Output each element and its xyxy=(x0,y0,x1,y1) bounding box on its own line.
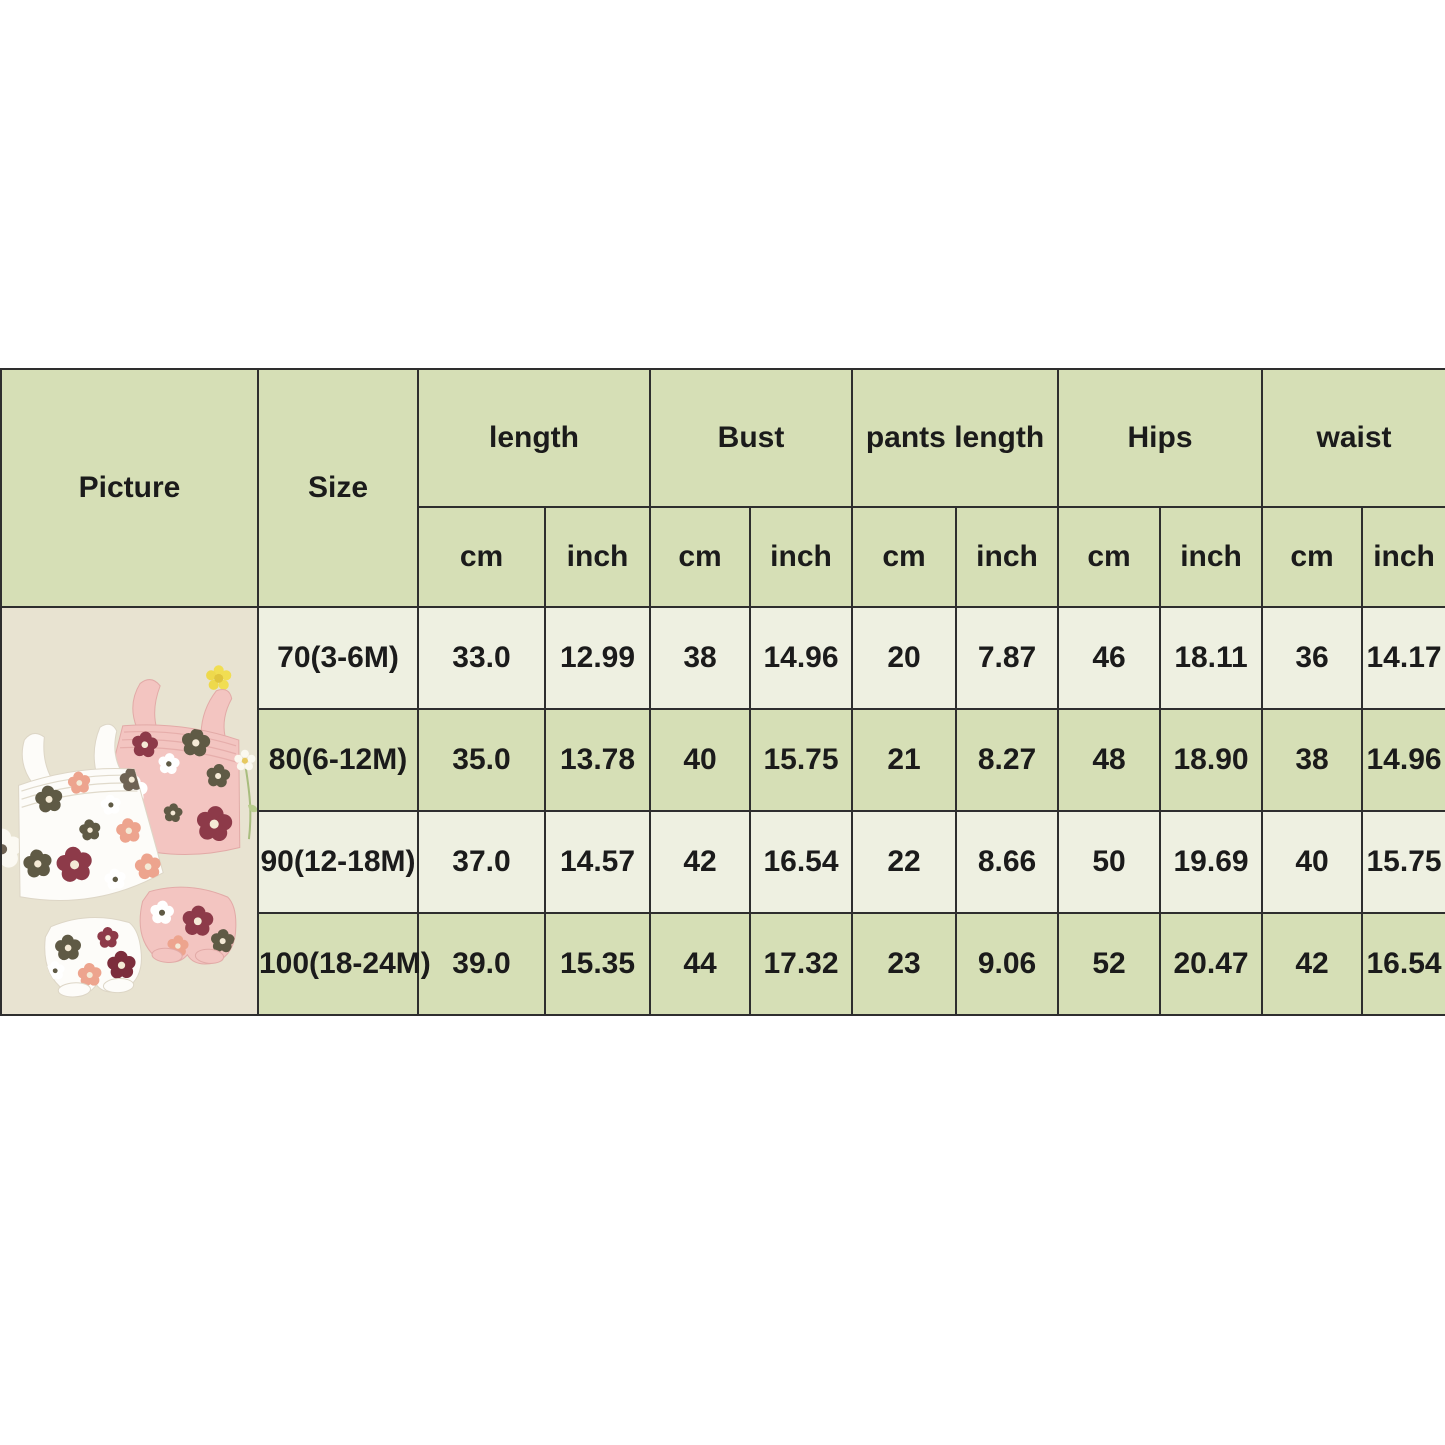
value-bust-cm: 38 xyxy=(649,606,751,710)
value-bust-cm: 44 xyxy=(649,912,751,1016)
value-pants-inch: 8.27 xyxy=(955,708,1060,812)
group-header-bust: Bust xyxy=(648,368,854,508)
value-pants-inch: 7.87 xyxy=(955,606,1060,710)
unit-header-inch: inch xyxy=(955,506,1060,608)
value-hips-cm: 50 xyxy=(1057,810,1162,914)
value-length-cm: 39.0 xyxy=(417,912,546,1016)
unit-header-inch: inch xyxy=(1361,506,1445,608)
value-bust-inch: 15.75 xyxy=(748,708,854,812)
value-bust-cm: 40 xyxy=(649,708,751,812)
unit-header-cm: cm xyxy=(1057,506,1162,608)
size-chart: Picture Size length Bust pants length Hi… xyxy=(0,368,1445,1016)
size-cell: 100(18-24M) xyxy=(257,912,431,1016)
yellow-flower-icon xyxy=(206,665,232,690)
table-row: 70(3-6M) 33.0 12.99 38 14.96 20 7.87 46 … xyxy=(0,606,1445,1016)
group-header-pants-length: pants length xyxy=(851,368,1060,508)
unit-header-cm: cm xyxy=(649,506,751,608)
daisy-flower-icon xyxy=(234,749,257,840)
pink-top xyxy=(93,679,255,864)
value-length-cm: 33.0 xyxy=(417,606,546,710)
table-row: 90(12-18M) 37.0 14.57 42 16.54 22 8.66 5… xyxy=(1,810,1445,914)
value-pants-inch: 8.66 xyxy=(955,810,1060,914)
unit-header-inch: inch xyxy=(544,506,651,608)
value-bust-cm: 42 xyxy=(649,810,751,914)
table-row: 80(6-12M) 35.0 13.78 40 15.75 21 8.27 48… xyxy=(1,708,1445,812)
unit-header-cm: cm xyxy=(851,506,958,608)
value-length-inch: 12.99 xyxy=(544,606,651,710)
value-hips-cm: 52 xyxy=(1057,912,1162,1016)
header-group-row: Picture Size length Bust pants length Hi… xyxy=(0,368,1445,608)
flower-icon xyxy=(2,828,23,868)
value-hips-inch: 18.90 xyxy=(1159,708,1264,812)
header-units-row: cm inch cm inch cm inch cm inch cm inch xyxy=(1,506,1445,608)
group-header-hips: Hips xyxy=(1057,368,1264,508)
unit-header-inch: inch xyxy=(748,506,854,608)
value-length-cm: 37.0 xyxy=(417,810,546,914)
value-hips-inch: 19.69 xyxy=(1159,810,1264,914)
value-bust-inch: 17.32 xyxy=(748,912,854,1016)
value-waist-inch: 15.75 xyxy=(1361,810,1445,914)
value-hips-inch: 18.11 xyxy=(1159,606,1264,710)
white-bloomers xyxy=(42,914,144,998)
value-length-inch: 15.35 xyxy=(544,912,651,1016)
value-waist-inch: 14.96 xyxy=(1361,708,1445,812)
value-pants-cm: 23 xyxy=(851,912,958,1016)
value-hips-inch: 20.47 xyxy=(1159,912,1264,1016)
value-pants-cm: 20 xyxy=(851,606,958,710)
value-waist-cm: 38 xyxy=(1261,708,1364,812)
pink-bloomers xyxy=(136,883,240,967)
table-row: 100(18-24M) 39.0 15.35 44 17.32 23 9.06 … xyxy=(1,912,1445,1016)
product-photo xyxy=(0,606,259,1016)
unit-header-cm: cm xyxy=(417,506,546,608)
group-header-waist: waist xyxy=(1261,368,1445,508)
value-hips-cm: 46 xyxy=(1057,606,1162,710)
size-chart-table: Picture Size length Bust pants length Hi… xyxy=(0,368,1445,1016)
value-waist-inch: 16.54 xyxy=(1361,912,1445,1016)
value-bust-inch: 14.96 xyxy=(748,606,854,710)
size-cell: 90(12-18M) xyxy=(257,810,419,914)
unit-header-inch: inch xyxy=(1159,506,1264,608)
value-waist-cm: 36 xyxy=(1261,606,1364,710)
value-pants-inch: 9.06 xyxy=(955,912,1060,1016)
product-photo-image xyxy=(2,608,257,1014)
white-top xyxy=(3,723,166,909)
value-length-inch: 14.57 xyxy=(544,810,651,914)
size-cell: 70(3-6M) xyxy=(257,606,419,710)
value-pants-cm: 21 xyxy=(851,708,958,812)
header-picture: Picture xyxy=(0,368,259,608)
value-waist-cm: 42 xyxy=(1261,912,1364,1016)
value-bust-inch: 16.54 xyxy=(748,810,854,914)
value-length-inch: 13.78 xyxy=(544,708,651,812)
unit-header-cm: cm xyxy=(1261,506,1364,608)
value-length-cm: 35.0 xyxy=(417,708,546,812)
value-waist-cm: 40 xyxy=(1261,810,1364,914)
value-pants-cm: 22 xyxy=(851,810,958,914)
value-waist-inch: 14.17 xyxy=(1361,606,1445,710)
header-size: Size xyxy=(257,368,419,608)
group-header-length: length xyxy=(417,368,651,508)
value-hips-cm: 48 xyxy=(1057,708,1162,812)
size-cell: 80(6-12M) xyxy=(257,708,419,812)
